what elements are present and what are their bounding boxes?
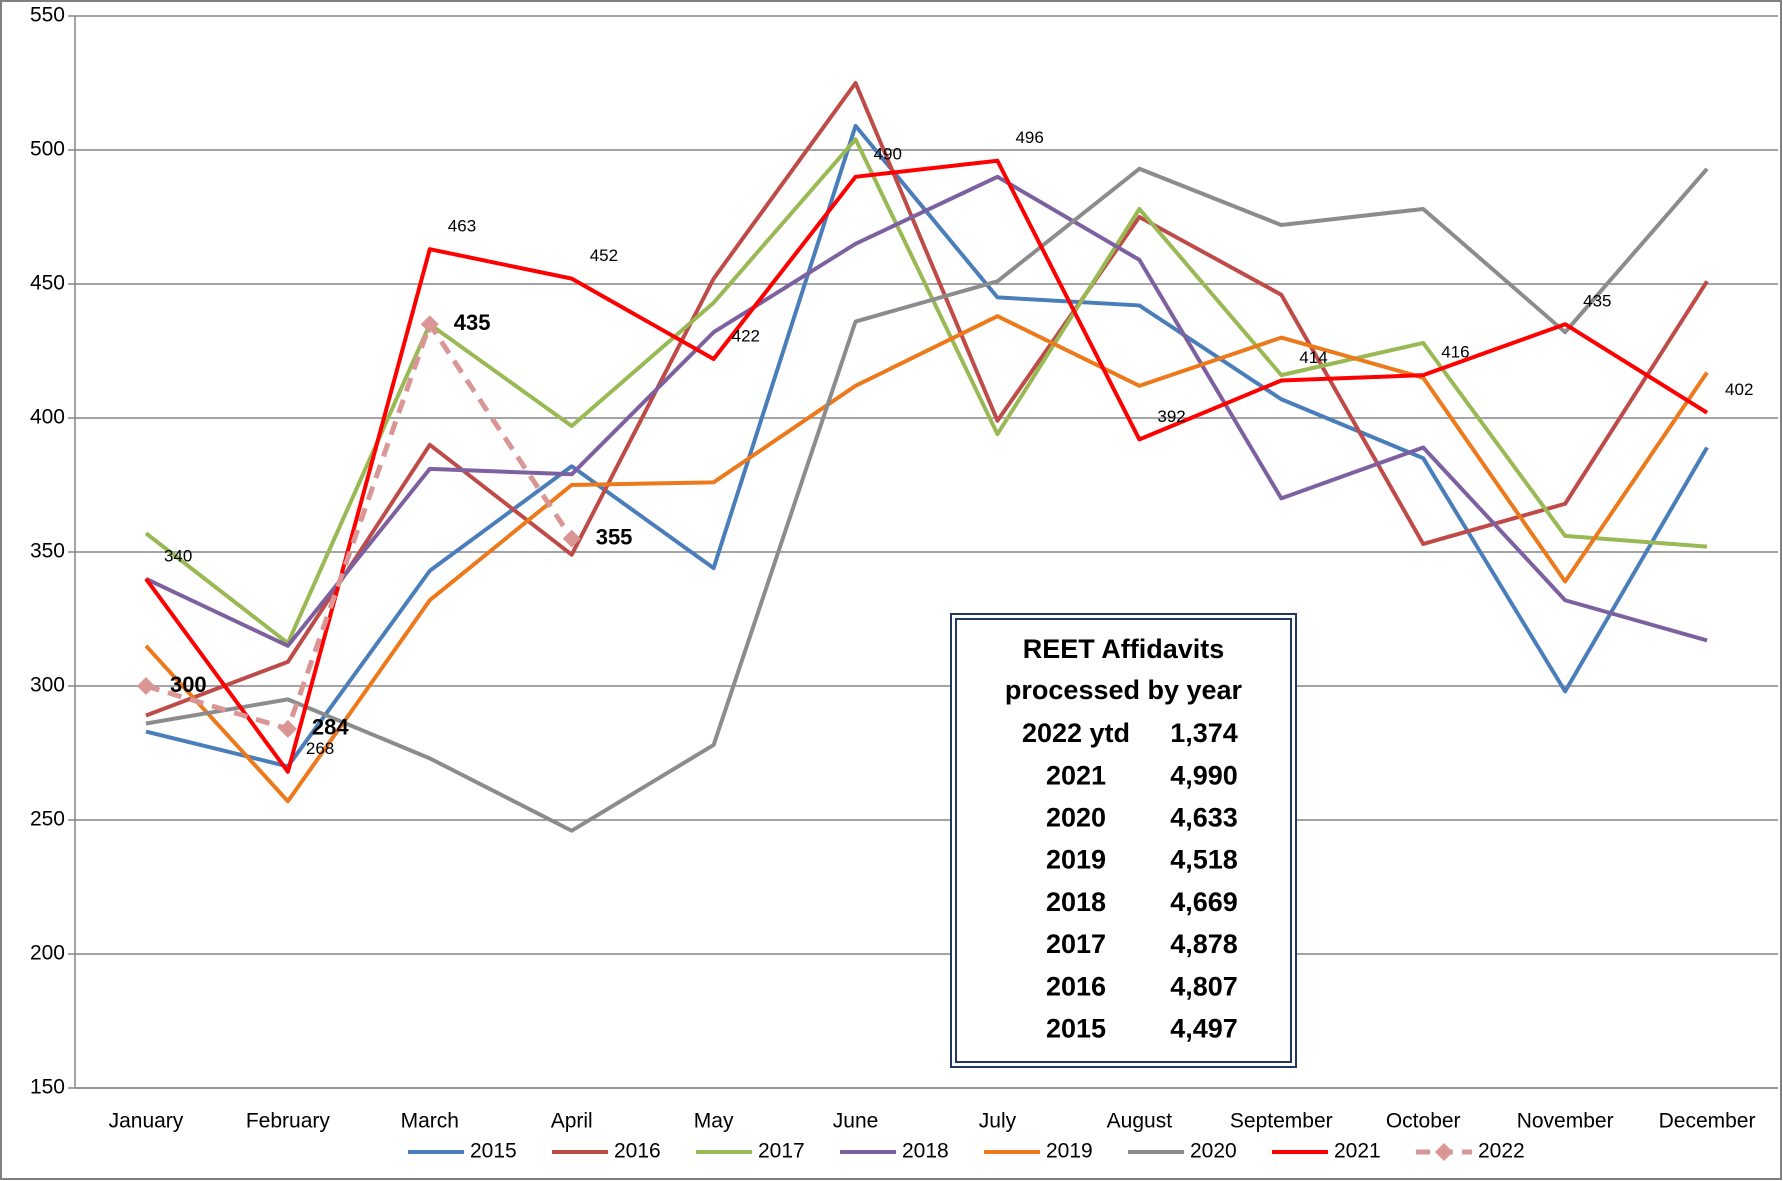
y-tick-label: 450 (30, 272, 65, 295)
series-line (144, 314, 1709, 804)
summary-count: 4,497 (1170, 1014, 1238, 1044)
data-label: 414 (1299, 348, 1327, 367)
summary-year: 2017 (1046, 929, 1106, 959)
x-tick-label: August (1107, 1110, 1173, 1133)
data-label: 463 (448, 217, 476, 236)
x-tick-label: October (1386, 1110, 1461, 1133)
summary-box (950, 613, 1297, 1068)
data-label: 340 (164, 546, 192, 565)
y-tick-label: 200 (30, 942, 65, 965)
data-label: 435 (1583, 292, 1611, 311)
summary-count: 4,990 (1170, 760, 1238, 790)
summary-count: 4,669 (1170, 887, 1238, 917)
y-tick-label: 550 (30, 4, 65, 27)
summary-count: 4,878 (1170, 929, 1238, 959)
data-label: 422 (732, 327, 760, 346)
series-line (145, 81, 1709, 718)
data-label: 268 (306, 739, 334, 758)
series-line (144, 137, 1708, 646)
x-tick-label: January (109, 1110, 184, 1133)
summary-box-inner (955, 618, 1292, 1063)
data-label: 392 (1157, 407, 1185, 426)
x-tick-label: December (1659, 1110, 1756, 1133)
summary-year: 2021 (1046, 760, 1106, 790)
summary-year: 2016 (1046, 971, 1106, 1001)
summary-count: 1,374 (1170, 718, 1238, 748)
data-marker (278, 719, 297, 738)
y-tick-label: 300 (30, 674, 65, 697)
summary-year: 2019 (1046, 845, 1106, 875)
data-label: 496 (1015, 128, 1043, 147)
summary-count: 4,807 (1170, 971, 1238, 1001)
y-tick-label: 350 (30, 540, 65, 563)
legend-label: 2018 (902, 1140, 949, 1163)
x-tick-label: July (979, 1110, 1017, 1133)
legend-label: 2022 (1478, 1140, 1525, 1163)
legend-marker (1435, 1143, 1453, 1161)
legend-label: 2016 (614, 1140, 661, 1163)
series-line (145, 174, 1708, 648)
data-marker (420, 315, 439, 334)
legend-label: 2015 (470, 1140, 517, 1163)
x-tick-label: April (551, 1110, 593, 1133)
data-label: 402 (1725, 380, 1753, 399)
data-label: 435 (454, 310, 491, 335)
y-tick-label: 500 (30, 138, 65, 161)
data-label: 490 (874, 144, 902, 163)
summary-year: 2022 ytd (1022, 718, 1130, 748)
y-tick-label: 150 (30, 1076, 65, 1099)
legend-label: 2017 (758, 1140, 805, 1163)
y-tick-label: 250 (30, 808, 65, 831)
data-label: 416 (1441, 343, 1469, 362)
series-line (145, 166, 1709, 833)
summary-title: processed by year (1005, 675, 1243, 705)
data-marker (562, 529, 581, 548)
data-label: 300 (170, 672, 207, 697)
data-marker (136, 677, 155, 695)
x-tick-label: November (1517, 1110, 1614, 1133)
series-line (144, 158, 1709, 774)
legend-label: 2019 (1046, 1140, 1093, 1163)
summary-count: 4,633 (1170, 803, 1238, 833)
data-label: 284 (312, 715, 349, 740)
data-label: 355 (596, 524, 633, 549)
x-tick-label: September (1230, 1110, 1333, 1133)
summary-count: 4,518 (1170, 845, 1238, 875)
y-tick-label: 400 (30, 406, 65, 429)
summary-year: 2020 (1046, 803, 1106, 833)
x-tick-label: June (833, 1110, 879, 1133)
summary-year: 2018 (1046, 887, 1106, 917)
summary-year: 2015 (1046, 1014, 1106, 1044)
legend-label: 2020 (1190, 1140, 1237, 1163)
legend-label: 2021 (1334, 1140, 1381, 1163)
data-label: 452 (590, 246, 618, 265)
series-line (145, 321, 574, 732)
summary-title: REET Affidavits (1023, 634, 1225, 664)
x-tick-label: May (694, 1110, 734, 1133)
x-tick-label: February (246, 1110, 331, 1133)
x-tick-label: March (401, 1110, 459, 1133)
